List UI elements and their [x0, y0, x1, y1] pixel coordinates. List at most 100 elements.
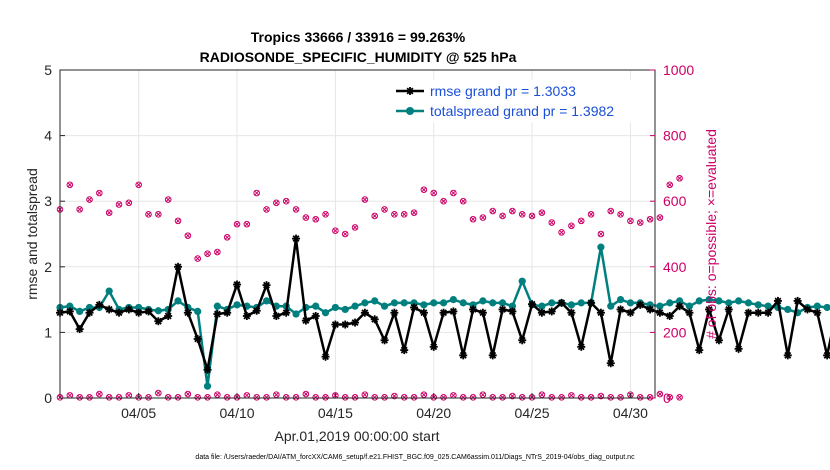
x-tick-label-2: 04/15	[318, 405, 353, 421]
obs_bottom-point-34	[391, 392, 398, 400]
obs_possible-point-38	[430, 189, 438, 197]
totalspread-point-74	[784, 305, 792, 314]
x-tick-label-4: 04/25	[515, 405, 550, 421]
obs_bottom-cross-1-9	[145, 394, 152, 400]
obs_possible-point-5	[105, 209, 113, 216]
rmse-point-43	[478, 308, 487, 317]
rmse-point-40	[449, 307, 458, 316]
totalspread-point-15	[203, 382, 212, 390]
obs_bottom-cross-1-27	[322, 394, 329, 400]
obs_evaluated-cross-0-29	[342, 231, 348, 237]
right-tick-label-5: 1000	[663, 62, 694, 78]
totalspread-point-44	[489, 299, 497, 307]
obs_bottom-cross-1-1	[67, 392, 73, 398]
rmse-point-56	[606, 359, 615, 368]
obs_evaluated-cross-0-26	[313, 216, 319, 222]
obs_evaluated-cross-0-31	[362, 197, 368, 203]
rmse-point-77	[813, 308, 822, 317]
obs_possible-point-50	[548, 219, 556, 226]
obs_bottom-point-26	[312, 394, 320, 401]
obs_bottom-point-5	[105, 394, 113, 401]
obs_possible-point-53	[577, 217, 585, 225]
obs_possible-point-22	[273, 199, 280, 207]
obs_bottom-point-27	[322, 394, 329, 401]
obs_bottom-cross-1-23	[283, 394, 289, 400]
obs_possible-point-27	[322, 211, 329, 218]
obs_bottom-point-33	[381, 394, 388, 401]
obs_bottom-cross-1-57	[618, 394, 624, 400]
obs_possible-point-37	[420, 186, 428, 194]
obs_bottom-point-10	[155, 389, 162, 397]
obs_evaluated-cross-0-22	[273, 200, 279, 206]
obs_bottom-cross-1-6	[116, 394, 122, 400]
obs_evaluated-cross-0-35	[401, 211, 407, 217]
obs_evaluated-cross-0-56	[608, 208, 614, 214]
totalspread-point-62	[666, 299, 674, 307]
obs_bottom-cross-1-34	[391, 393, 397, 399]
obs_evaluated-cross-0-18	[234, 221, 240, 227]
totalspread-point-63	[675, 297, 684, 305]
totalspread-point-68	[725, 299, 733, 307]
obs_evaluated-cross-0-33	[381, 206, 388, 212]
obs_possible-point-18	[233, 220, 241, 228]
obs_evaluated-cross-0-1	[67, 182, 73, 188]
obs_evaluated-cross-0-62	[667, 182, 673, 188]
obs_evaluated-cross-0-10	[155, 211, 161, 217]
obs_bottom-cross-1-56	[608, 394, 614, 400]
obs_possible-point-11	[164, 196, 172, 203]
rmse-point-39	[439, 308, 448, 317]
obs_possible-point-36	[410, 209, 418, 216]
obs_bottom-point-9	[145, 394, 152, 401]
totalspread-point-58	[626, 299, 635, 307]
obs_possible-point-24	[292, 206, 300, 213]
rmse-point-7	[124, 305, 133, 314]
totalspread-point-43	[479, 297, 487, 305]
obs_bottom-cross-1-36	[411, 394, 417, 400]
totalspread-point-5	[105, 287, 113, 295]
obs_evaluated-cross-0-51	[559, 229, 565, 235]
obs_bottom-point-2	[76, 394, 83, 401]
obs_possible-point-33	[381, 206, 388, 213]
series-obs_bottom	[56, 389, 683, 401]
rmse-point-32	[370, 315, 379, 324]
obs_evaluated-cross-0-15	[204, 251, 211, 257]
obs_bottom-cross-1-15	[204, 394, 211, 400]
rmse-point-68	[724, 305, 733, 314]
rmse-point-35	[400, 346, 409, 355]
totalspread-point-26	[312, 302, 320, 310]
obs_possible-point-28	[332, 227, 339, 235]
obs_possible-point-12	[174, 217, 182, 225]
totalspread-point-14	[194, 307, 202, 316]
obs_possible-point-61	[656, 214, 664, 221]
obs_possible-point-3	[86, 196, 93, 203]
obs_evaluated-cross-0-57	[618, 211, 624, 217]
obs_bottom-cross-1-62	[667, 394, 673, 400]
obs_bottom-cross-1-7	[126, 392, 132, 398]
obs_bottom-cross-1-52	[568, 392, 574, 398]
right-tick-label-2: 400	[663, 259, 687, 275]
obs_bottom-cross-1-11	[165, 394, 171, 400]
series-obs_possible	[56, 174, 683, 262]
rmse-point-23	[282, 308, 291, 317]
obs_bottom-cross-1-55	[598, 393, 604, 399]
obs_bottom-cross-1-5	[106, 394, 112, 400]
obs_bottom-point-55	[597, 392, 605, 400]
rmse-point-28	[331, 320, 340, 329]
legend-spread-label: totalspread grand pr = 1.3982	[430, 103, 614, 119]
obs_possible-point-34	[391, 211, 398, 218]
obs_bottom-cross-1-32	[372, 394, 378, 400]
rmse-point-64	[685, 308, 694, 317]
obs_bottom-cross-1-26	[313, 394, 319, 400]
totalspread-point-57	[616, 296, 625, 304]
obs_evaluated-cross-0-23	[283, 198, 289, 204]
chart-title-line1: Tropics 33666 / 33916 = 99.263%	[251, 29, 466, 45]
totalspread-point-18	[233, 301, 241, 309]
obs_possible-point-26	[312, 215, 320, 223]
obs_evaluated-cross-0-54	[588, 211, 594, 217]
obs_bottom-point-42	[469, 394, 477, 401]
totalspread-point-70	[744, 299, 753, 307]
obs_possible-point-25	[302, 214, 310, 221]
totalspread-point-71	[754, 301, 762, 309]
totalspread-point-3	[85, 303, 94, 312]
rmse-point-63	[675, 302, 684, 311]
